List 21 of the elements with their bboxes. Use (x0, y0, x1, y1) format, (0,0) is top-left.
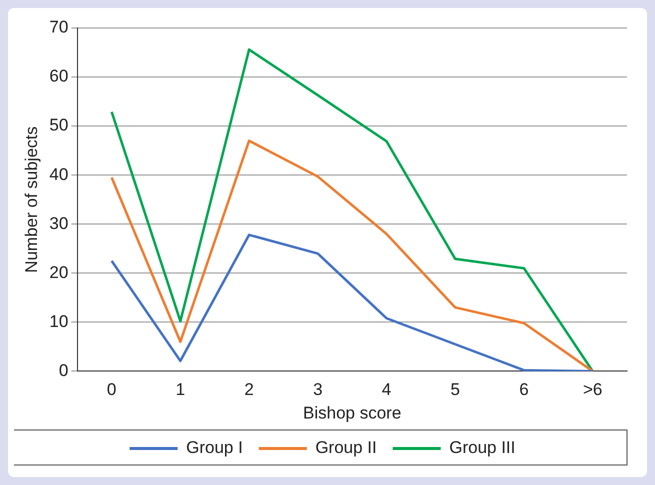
y-tick-label: 20 (49, 262, 68, 282)
x-tick-label: 5 (450, 380, 460, 400)
x-tick-label: 3 (313, 380, 323, 400)
y-tick-label: 60 (49, 66, 68, 86)
x-axis-title: Bishop score (303, 403, 402, 422)
y-tick-label: 70 (49, 18, 68, 37)
x-tick-label: 1 (176, 380, 186, 400)
x-tick-label: 0 (106, 380, 116, 400)
y-axis-title: Number of subjects (22, 126, 41, 273)
legend-label: Group I (186, 438, 243, 458)
y-tick-label: 0 (58, 360, 68, 380)
x-tick-label: 4 (382, 380, 392, 400)
x-tick-label: 6 (519, 380, 529, 400)
y-tick-label: 50 (49, 116, 68, 135)
legend-label: Group III (449, 438, 516, 458)
y-tick-label: 30 (49, 214, 68, 233)
x-tick-label: 2 (244, 380, 254, 400)
x-tick-label: >6 (582, 380, 602, 400)
y-tick-label: 40 (49, 164, 68, 184)
y-tick-label: 10 (49, 312, 68, 331)
legend-label: Group II (315, 438, 377, 458)
